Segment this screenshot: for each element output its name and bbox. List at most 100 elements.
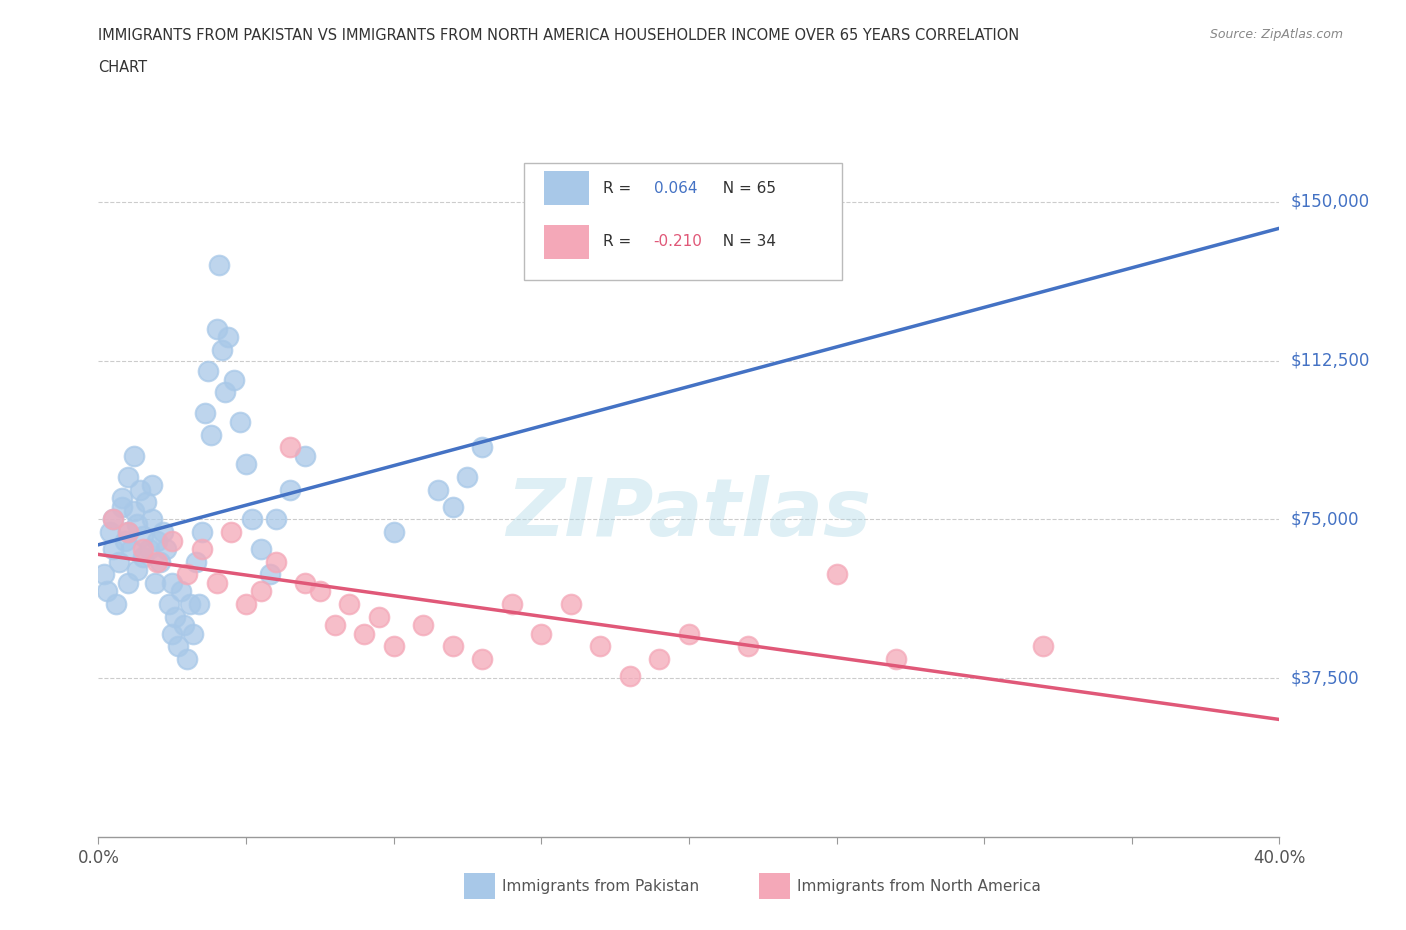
- FancyBboxPatch shape: [544, 171, 589, 206]
- Point: [368, 609, 391, 624]
- Point: [197, 364, 219, 379]
- Point: [111, 499, 134, 514]
- Point: [120, 541, 142, 556]
- Point: [138, 541, 160, 556]
- Point: [132, 529, 155, 544]
- Point: [214, 385, 236, 400]
- Point: [111, 491, 134, 506]
- Point: [471, 440, 494, 455]
- Point: [471, 652, 494, 667]
- Point: [264, 512, 287, 526]
- Point: [162, 626, 183, 641]
- Point: [619, 669, 641, 684]
- Point: [155, 541, 177, 556]
- Point: [737, 639, 759, 654]
- Point: [530, 626, 553, 641]
- Point: [141, 478, 163, 493]
- Point: [825, 567, 848, 582]
- Point: [162, 576, 183, 591]
- Point: [117, 525, 139, 539]
- Point: [162, 533, 183, 548]
- Point: [200, 427, 222, 442]
- Text: $150,000: $150,000: [1291, 193, 1369, 211]
- Text: Immigrants from Pakistan: Immigrants from Pakistan: [502, 879, 699, 894]
- Point: [149, 554, 172, 569]
- Point: [125, 516, 148, 531]
- Point: [117, 525, 139, 539]
- Point: [194, 406, 217, 421]
- FancyBboxPatch shape: [523, 163, 842, 280]
- Point: [501, 597, 523, 612]
- Point: [132, 550, 155, 565]
- Text: Immigrants from North America: Immigrants from North America: [797, 879, 1040, 894]
- Point: [648, 652, 671, 667]
- Text: -0.210: -0.210: [654, 234, 703, 249]
- Point: [98, 525, 121, 539]
- Point: [184, 554, 207, 569]
- Point: [224, 372, 246, 387]
- Point: [117, 576, 139, 591]
- Text: Source: ZipAtlas.com: Source: ZipAtlas.com: [1209, 28, 1343, 41]
- Text: $75,000: $75,000: [1291, 511, 1360, 528]
- Point: [294, 576, 316, 591]
- Text: R =: R =: [603, 180, 636, 195]
- Point: [560, 597, 582, 612]
- Point: [165, 609, 187, 624]
- Point: [219, 525, 242, 539]
- Point: [441, 499, 464, 514]
- Point: [264, 554, 287, 569]
- Point: [176, 652, 198, 667]
- Text: $37,500: $37,500: [1291, 670, 1360, 687]
- Point: [170, 584, 193, 599]
- Point: [250, 584, 273, 599]
- Point: [208, 258, 231, 272]
- Point: [179, 597, 201, 612]
- Point: [96, 584, 118, 599]
- Point: [240, 512, 263, 526]
- Point: [678, 626, 700, 641]
- Point: [278, 440, 302, 455]
- Text: ZIPatlas: ZIPatlas: [506, 474, 872, 552]
- Point: [103, 512, 125, 526]
- Point: [205, 322, 228, 337]
- Point: [146, 554, 169, 569]
- Point: [117, 470, 139, 485]
- Point: [250, 541, 273, 556]
- Point: [105, 597, 128, 612]
- Point: [382, 639, 405, 654]
- Point: [122, 503, 145, 518]
- Point: [152, 525, 174, 539]
- Point: [259, 567, 281, 582]
- Point: [187, 597, 209, 612]
- Point: [191, 525, 214, 539]
- Point: [103, 512, 125, 526]
- Y-axis label: Householder Income Over 65 years: Householder Income Over 65 years: [0, 357, 7, 629]
- Point: [589, 639, 612, 654]
- Point: [412, 618, 434, 632]
- Point: [143, 576, 166, 591]
- Point: [173, 618, 195, 632]
- Point: [235, 597, 257, 612]
- Point: [294, 448, 316, 463]
- Point: [191, 541, 214, 556]
- Point: [382, 525, 405, 539]
- Point: [278, 483, 302, 498]
- Point: [441, 639, 464, 654]
- Point: [176, 567, 198, 582]
- Point: [108, 554, 131, 569]
- Text: CHART: CHART: [98, 60, 148, 75]
- FancyBboxPatch shape: [544, 224, 589, 259]
- Point: [135, 495, 157, 510]
- Point: [217, 330, 239, 345]
- Text: IMMIGRANTS FROM PAKISTAN VS IMMIGRANTS FROM NORTH AMERICA HOUSEHOLDER INCOME OVE: IMMIGRANTS FROM PAKISTAN VS IMMIGRANTS F…: [98, 28, 1019, 43]
- Point: [125, 563, 148, 578]
- Text: N = 65: N = 65: [713, 180, 776, 195]
- Point: [353, 626, 375, 641]
- Point: [337, 597, 360, 612]
- Text: R =: R =: [603, 234, 636, 249]
- Point: [128, 483, 150, 498]
- Point: [323, 618, 346, 632]
- Point: [229, 415, 252, 430]
- Point: [205, 576, 228, 591]
- Point: [157, 597, 180, 612]
